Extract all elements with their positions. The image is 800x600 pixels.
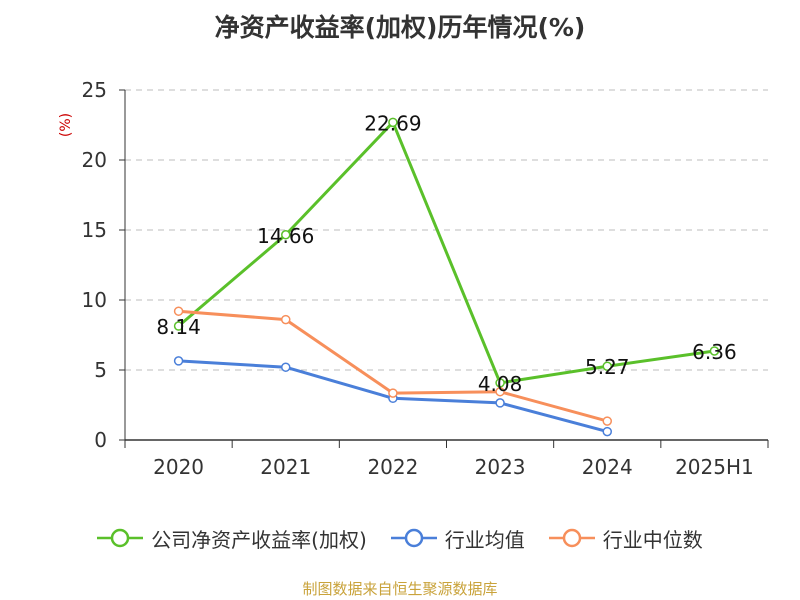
legend: 公司净资产收益率(加权) 行业均值 行业中位数 bbox=[0, 520, 800, 556]
source-note: 制图数据来自恒生聚源数据库 bbox=[302, 580, 498, 598]
data-point-0 bbox=[173, 321, 184, 331]
series-lines bbox=[173, 117, 720, 437]
legend-item-industry-median[interactable]: 行业中位数 bbox=[548, 524, 703, 553]
data-point-1 bbox=[495, 398, 505, 408]
data-point-0 bbox=[281, 230, 291, 240]
x-tick-label: 2023 bbox=[475, 455, 526, 479]
y-tick-label: 15 bbox=[82, 218, 107, 242]
data-point-1 bbox=[602, 426, 612, 437]
y-axis-title: (%) bbox=[58, 113, 74, 137]
y-tick-label: 0 bbox=[94, 428, 107, 452]
legend-label-industry-mean: 行业均值 bbox=[444, 527, 525, 552]
y-tick-label: 10 bbox=[82, 288, 107, 312]
x-tick-label: 2025H1 bbox=[675, 455, 754, 479]
legend-marker-company-roe bbox=[97, 528, 144, 548]
data-label: 5.27 bbox=[585, 355, 630, 379]
legend-marker-industry-median bbox=[548, 528, 595, 548]
legend-label-company-roe: 公司净资产收益率(加权) bbox=[151, 527, 367, 552]
chart-title: 净资产收益率(加权)历年情况(%) bbox=[214, 13, 586, 42]
data-point-0 bbox=[709, 346, 720, 356]
data-label: 8.14 bbox=[156, 315, 201, 339]
data-label: 22.69 bbox=[364, 111, 421, 135]
x-tick-label: 2024 bbox=[582, 455, 633, 479]
legend-marker-industry-mean bbox=[390, 528, 437, 548]
legend-item-company-roe[interactable]: 公司净资产收益率(加权) bbox=[97, 524, 367, 553]
x-tick-label: 2022 bbox=[367, 455, 418, 479]
x-tick-label: 2020 bbox=[153, 455, 204, 479]
x-tick-label: 2021 bbox=[260, 455, 311, 479]
axes: 0 5 10 15 20 25 (%) 2020 2021 2022 2023 2024 2025H1 bbox=[58, 78, 769, 479]
data-point-2 bbox=[495, 386, 505, 397]
y-tick-label: 5 bbox=[94, 358, 107, 382]
y-tick-label: 20 bbox=[82, 148, 107, 172]
data-labels: 8.14 14.66 22.69 4.08 5.27 6.36 bbox=[156, 111, 736, 396]
series-line-0 bbox=[177, 120, 715, 385]
data-point-0 bbox=[388, 117, 398, 128]
data-point-1 bbox=[281, 362, 291, 372]
data-point-2 bbox=[173, 306, 184, 316]
data-point-2 bbox=[602, 416, 612, 426]
data-point-0 bbox=[495, 378, 505, 388]
data-label: 6.36 bbox=[692, 340, 737, 364]
data-point-0 bbox=[602, 361, 612, 371]
data-point-2 bbox=[281, 314, 291, 325]
y-tick-label: 25 bbox=[82, 78, 107, 102]
legend-item-industry-mean[interactable]: 行业均值 bbox=[390, 524, 525, 553]
legend-label-industry-median: 行业中位数 bbox=[602, 527, 703, 552]
data-point-2 bbox=[388, 388, 398, 398]
data-label: 14.66 bbox=[257, 224, 314, 248]
data-point-1 bbox=[173, 356, 184, 366]
data-label: 4.08 bbox=[478, 372, 523, 396]
grid-lines bbox=[125, 89, 768, 371]
